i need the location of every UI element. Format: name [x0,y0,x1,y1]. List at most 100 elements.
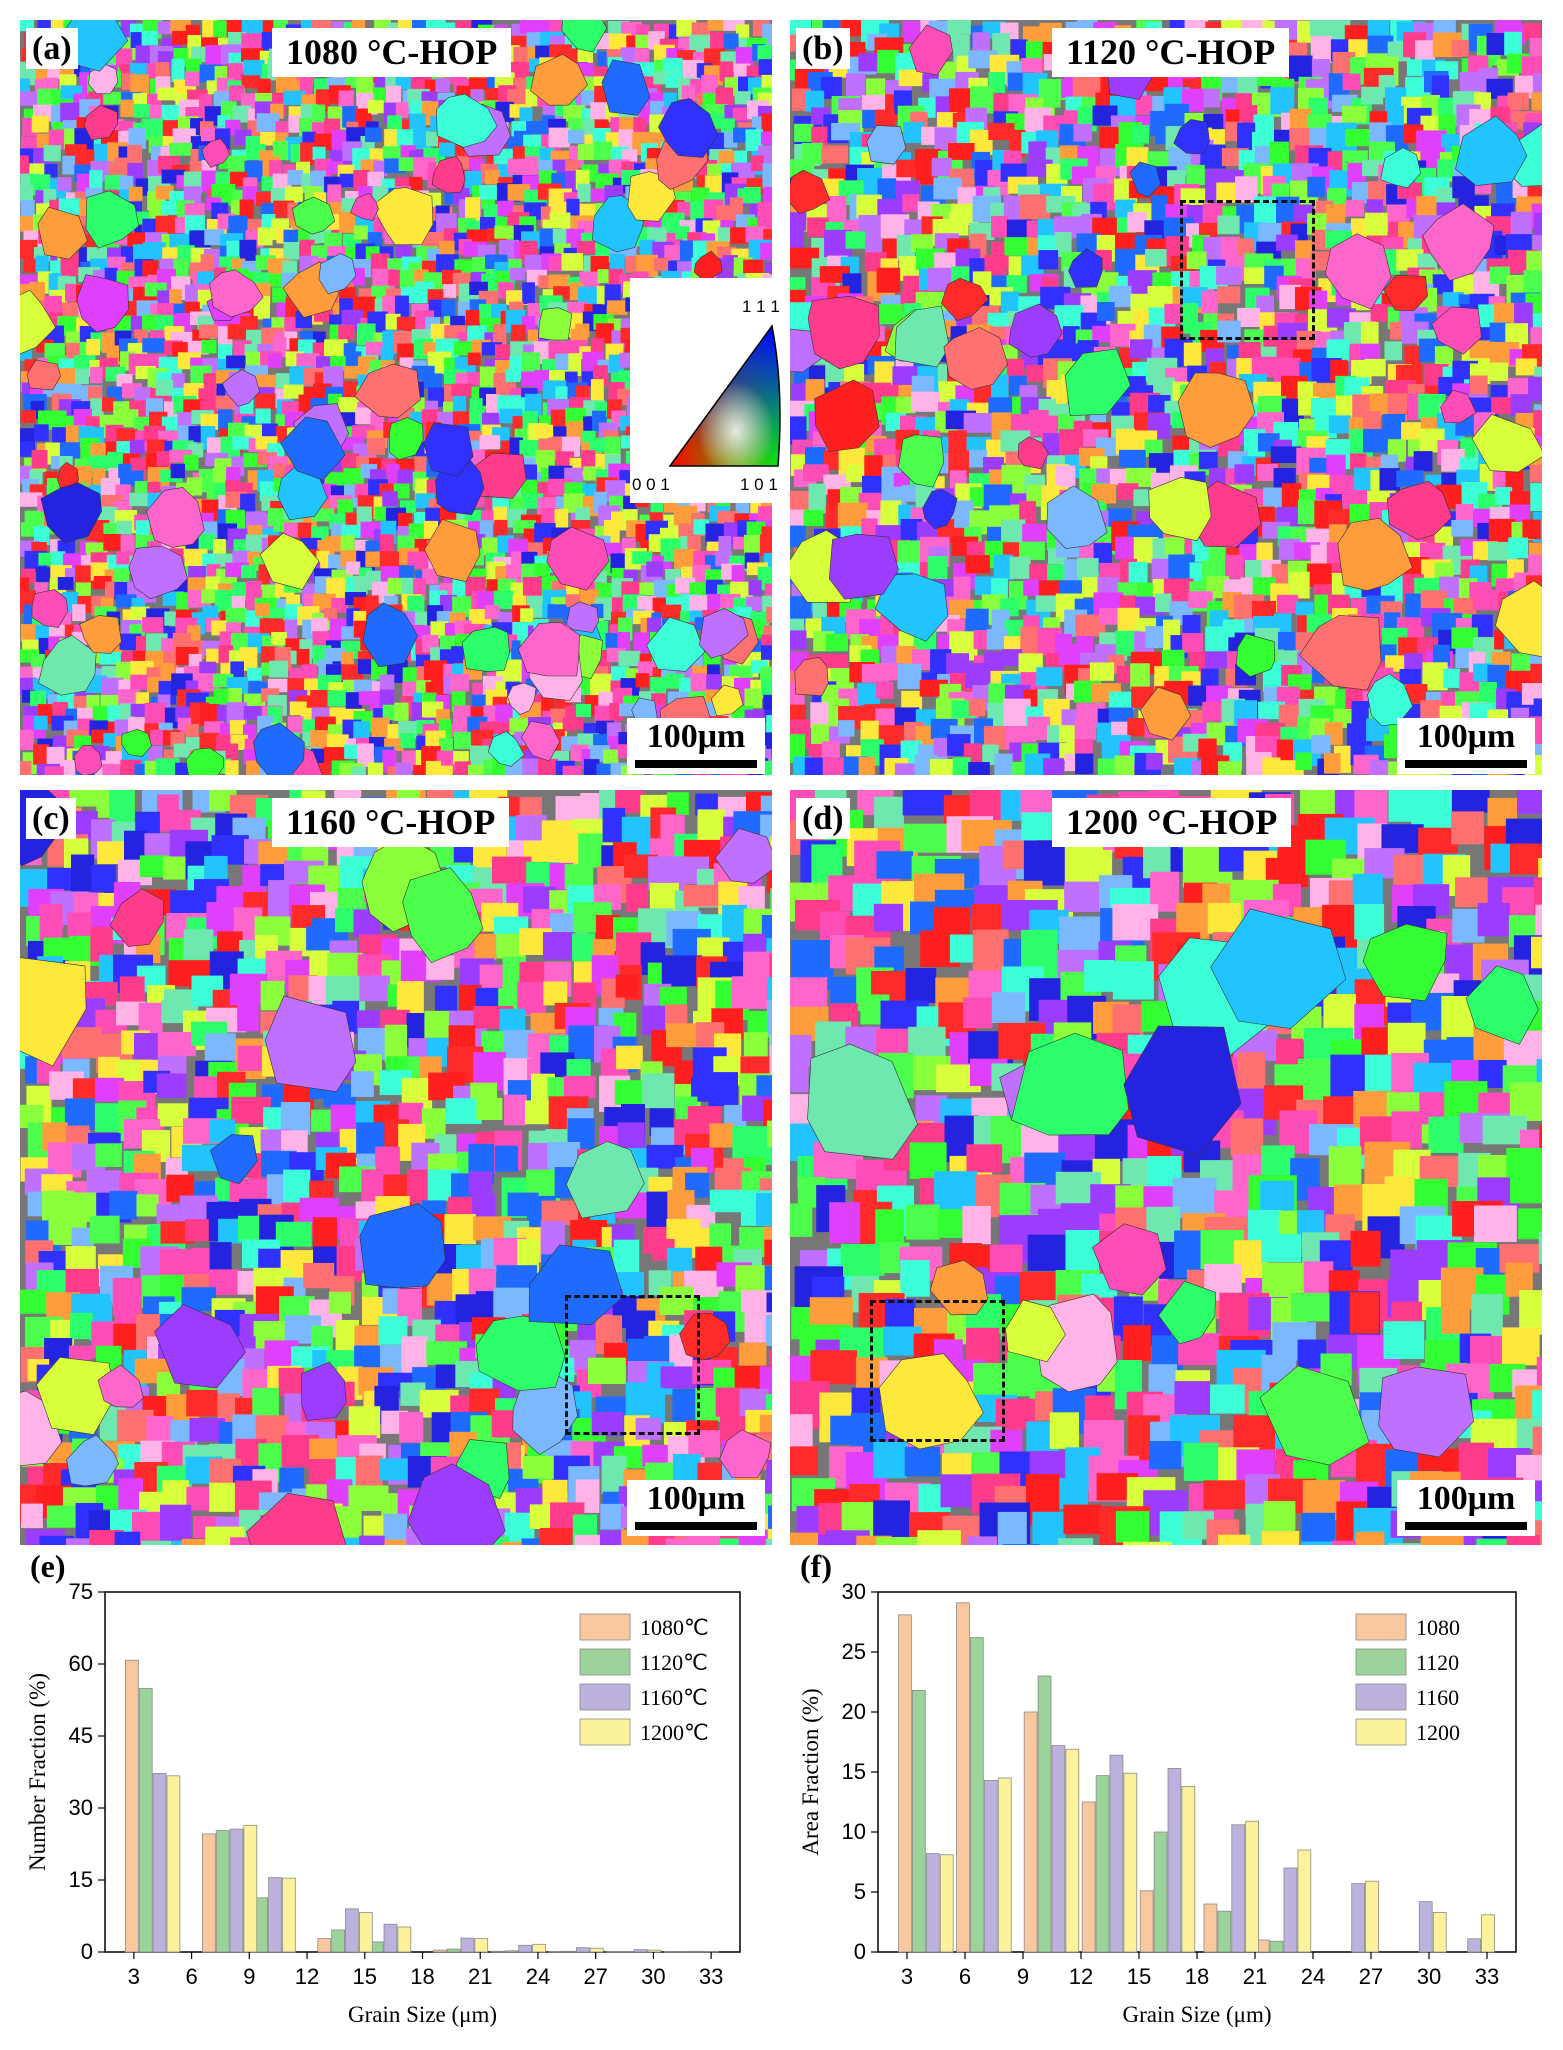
grain [1384,341,1402,361]
grain [75,582,91,600]
panel-title: 1120 °C-HOP [1052,28,1290,78]
grain [397,343,415,362]
grain [243,693,266,707]
grain [968,698,986,716]
grain [338,324,355,340]
grain [1234,700,1257,725]
grain [761,634,772,653]
grain [1346,723,1372,747]
grain [1451,627,1478,649]
grain [1020,626,1039,654]
grain [766,606,772,623]
grain [723,33,739,50]
grain [239,239,257,262]
grain [424,519,481,582]
grain [103,91,121,105]
grain [272,287,287,303]
grain [735,24,750,41]
grain [487,731,525,767]
grain [156,451,172,467]
grain [362,602,418,668]
grain [1198,451,1218,470]
grain [118,463,132,486]
grain [297,522,312,542]
grain [227,323,252,340]
grain [760,814,772,852]
grain [26,359,61,391]
grain [1035,595,1062,612]
grain [268,353,283,368]
grain [1173,119,1210,155]
grain [549,20,566,32]
grain [435,78,450,93]
grain [436,765,453,775]
grain [581,450,596,472]
grain [135,811,160,836]
grain [451,383,475,397]
grain [343,381,358,398]
grain [562,765,582,775]
grain [965,662,992,688]
grain [948,212,969,236]
grain [72,604,86,622]
grain [1129,161,1161,198]
grain [676,20,697,37]
grain [225,760,239,775]
grain [507,682,537,715]
ebsd-map-a: (a) 1080 °C-HOP 100μm [20,20,772,775]
grain [221,369,261,407]
panel-tag: (a) [26,28,78,70]
grain [1075,753,1094,775]
grain [1038,250,1059,270]
grain [52,701,69,719]
grain [650,677,667,695]
grain [243,59,265,79]
grain [1205,626,1230,652]
grain [1387,480,1453,541]
grain [993,554,1013,580]
grain [465,197,481,221]
grain [1108,691,1135,710]
grain [611,666,630,682]
grain [283,242,300,260]
grain [1401,422,1422,440]
grain [230,633,250,652]
grain [808,483,826,514]
grain [142,338,166,353]
grain [1289,55,1313,82]
grain [807,217,829,237]
grain [20,729,34,750]
grain [190,46,207,63]
grain [388,417,424,461]
grain [908,24,953,76]
grain [493,506,507,523]
grain [991,215,1009,238]
grain [707,20,732,31]
grain [653,258,671,271]
grain [635,673,649,688]
grain [226,355,246,369]
panel-title: 1080 °C-HOP [272,28,512,78]
grain [1235,176,1258,203]
grain [365,551,380,567]
grain [766,868,772,893]
grain [495,704,512,725]
grain [1489,322,1511,343]
grain [533,424,553,438]
grain [271,632,287,646]
grain [626,884,649,912]
grain [765,262,772,282]
grain [1364,358,1386,377]
grain [689,595,712,613]
grain [57,577,74,590]
grain [512,146,528,160]
grain [1216,182,1237,203]
grain [367,171,384,189]
grain [339,173,357,188]
grain [1252,577,1276,596]
grain [272,173,292,191]
grain [413,765,435,775]
grain [1132,125,1149,144]
grain [310,690,332,708]
grain [1022,523,1050,543]
